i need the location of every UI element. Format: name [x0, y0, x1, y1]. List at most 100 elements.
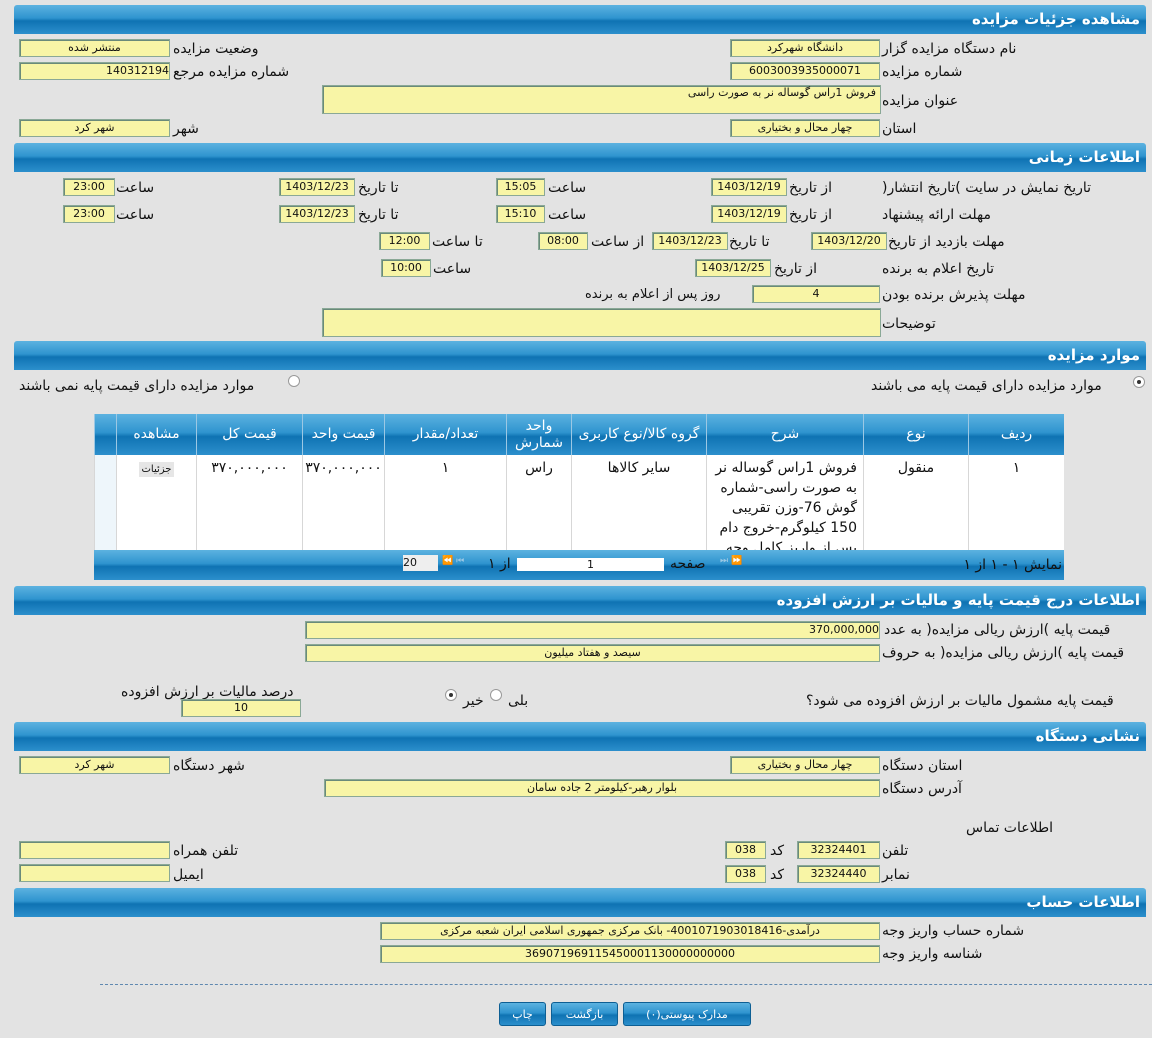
grid-spacer [94, 455, 116, 550]
org-address-field[interactable]: بلوار رهبر-کیلومتر 2 جاده سامان [324, 779, 880, 797]
cell-type: منقول [863, 455, 968, 550]
price-words-field[interactable]: سیصد و هفتاد میلیون [305, 644, 880, 662]
payment-id-field[interactable]: 369071969115450001130000000000 [380, 945, 880, 963]
ref-number-label: شماره مزایده مرجع [173, 64, 290, 80]
page-label: صفحه [670, 556, 706, 572]
back-button[interactable]: بازگشت [551, 1002, 618, 1026]
publish-to-time[interactable]: 23:00 [63, 178, 115, 196]
section-title: موارد مزایده [1047, 346, 1140, 364]
vat-question: قیمت پایه مشمول مالیات بر ارزش افزوده می… [806, 693, 1114, 709]
email-label: ایمیل [173, 867, 204, 883]
attachments-button[interactable]: مدارک پیوستی(۰) [623, 1002, 751, 1026]
price-number-field[interactable]: 370,000,000 [305, 621, 880, 639]
section-title: اطلاعات درج قیمت پایه و مالیات بر ارزش ا… [776, 591, 1140, 609]
time-label: ساعت [116, 207, 155, 223]
ref-number-field[interactable]: 140312194 [19, 62, 170, 80]
cell-group: سایر کالاها [571, 455, 706, 550]
col-unit[interactable]: واحد شمارش [506, 414, 571, 455]
time-label: ساعت [548, 180, 587, 196]
code-label: کد [770, 867, 785, 883]
from-date-label: از تاریخ [789, 207, 832, 223]
col-group[interactable]: گروه کالا/نوع کاربری [571, 414, 706, 455]
cell-view: جزئیات [116, 455, 196, 550]
offer-to-date[interactable]: 1403/12/23 [279, 205, 355, 223]
publish-from-time[interactable]: 15:05 [496, 178, 545, 196]
page-size-input[interactable]: 20 [403, 555, 438, 571]
number-field[interactable]: 6003003935000071 [730, 62, 880, 80]
phone-field[interactable]: 32324401 [797, 841, 880, 859]
account-number-label: شماره حساب واریز وجه [882, 923, 1025, 939]
divider [100, 984, 1152, 985]
pager-prev-last-icons[interactable]: ⏪ ⏮ [442, 556, 465, 566]
mobile-field[interactable] [19, 841, 170, 859]
notes-field[interactable] [322, 308, 881, 337]
from-date-label: از تاریخ [774, 261, 817, 277]
org-province-field[interactable]: چهار محال و بختیاری [730, 756, 880, 774]
publish-to-date[interactable]: 1403/12/23 [279, 178, 355, 196]
code-label: کد [770, 843, 785, 859]
vat-percent-field[interactable]: 10 [181, 699, 301, 717]
vat-yes-radio[interactable] [490, 689, 502, 701]
email-field[interactable] [19, 864, 170, 882]
col-type[interactable]: نوع [863, 414, 968, 455]
cell-desc: فروش 1راس گوساله نر به صورت راسی-شماره گ… [706, 455, 863, 550]
pager-first-next-icons[interactable]: ⏭ ⏩ [720, 556, 743, 566]
accept-days-field[interactable]: 4 [752, 285, 880, 303]
visit-to-date[interactable]: 1403/12/23 [652, 232, 728, 250]
price-number-label: قیمت پایه )ارزش ریالی مزایده( به عدد [884, 622, 1111, 638]
cell-unit: راس [506, 455, 571, 550]
section-header-items: موارد مزایده [14, 341, 1146, 370]
from-time-label: از ساعت [591, 234, 645, 250]
radio-without-base-price[interactable] [288, 375, 300, 387]
organizer-field[interactable]: دانشگاه شهرکرد [730, 39, 880, 57]
organizer-label: نام دستگاه مزایده گزار [882, 41, 1017, 57]
payment-id-label: شناسه واریز وجه [882, 946, 983, 962]
print-button[interactable]: چاپ [499, 1002, 546, 1026]
subject-field[interactable]: فروش 1راس گوساله نر به صورت راسی [322, 85, 881, 114]
publish-from-date[interactable]: 1403/12/19 [711, 178, 787, 196]
offer-from-time[interactable]: 15:10 [496, 205, 545, 223]
to-time-label: تا ساعت [432, 234, 483, 250]
fax-code-field[interactable]: 038 [725, 865, 766, 883]
cell-unit-price: ۳۷۰,۰۰۰,۰۰۰ [302, 455, 384, 550]
org-city-label: شهر دستگاه [173, 758, 245, 774]
mobile-label: تلفن همراه [173, 843, 239, 859]
city-field[interactable]: شهر کرد [19, 119, 170, 137]
col-total[interactable]: قیمت کل [196, 414, 302, 455]
org-city-field[interactable]: شهر کرد [19, 756, 170, 774]
visit-from-date[interactable]: 1403/12/20 [811, 232, 887, 250]
cell-qty: ۱ [384, 455, 506, 550]
province-field[interactable]: چهار محال و بختیاری [730, 119, 880, 137]
city-label: شهر [173, 121, 199, 137]
col-qty[interactable]: تعداد/مقدار [384, 414, 506, 455]
account-number-field[interactable]: درآمدی-4001071903018416- بانک مرکزی جمهو… [380, 922, 880, 940]
section-header-account: اطلاعات حساب [14, 888, 1146, 917]
fax-field[interactable]: 32324440 [797, 865, 880, 883]
section-title: نشانی دستگاه [1035, 727, 1140, 745]
col-unit-price[interactable]: قیمت واحد [302, 414, 384, 455]
to-date-label: تا تاریخ [729, 234, 770, 250]
col-row[interactable]: ردیف [968, 414, 1064, 455]
number-label: شماره مزایده [882, 64, 963, 80]
col-desc[interactable]: شرح [706, 414, 863, 455]
section-title: اطلاعات زمانی [1028, 148, 1140, 166]
col-view[interactable]: مشاهده [116, 414, 196, 455]
radio-with-base-price[interactable] [1133, 376, 1145, 388]
details-button[interactable]: جزئیات [138, 462, 175, 477]
visit-from-time[interactable]: 08:00 [538, 232, 588, 250]
page-input[interactable]: 1 [517, 558, 664, 571]
status-field[interactable]: منتشر شده [19, 39, 170, 57]
visit-to-time[interactable]: 12:00 [379, 232, 430, 250]
fax-label: نمابر [882, 867, 910, 883]
from-date-label: از تاریخ [789, 180, 832, 196]
cell-row: ۱ [968, 455, 1064, 550]
phone-label: تلفن [882, 843, 909, 859]
winner-date[interactable]: 1403/12/25 [695, 259, 771, 277]
time-label: ساعت [433, 261, 472, 277]
phone-code-field[interactable]: 038 [725, 841, 766, 859]
cell-total: ۳۷۰,۰۰۰,۰۰۰ [196, 455, 302, 550]
winner-time[interactable]: 10:00 [381, 259, 431, 277]
offer-to-time[interactable]: 23:00 [63, 205, 115, 223]
offer-from-date[interactable]: 1403/12/19 [711, 205, 787, 223]
vat-no-radio[interactable] [445, 689, 457, 701]
